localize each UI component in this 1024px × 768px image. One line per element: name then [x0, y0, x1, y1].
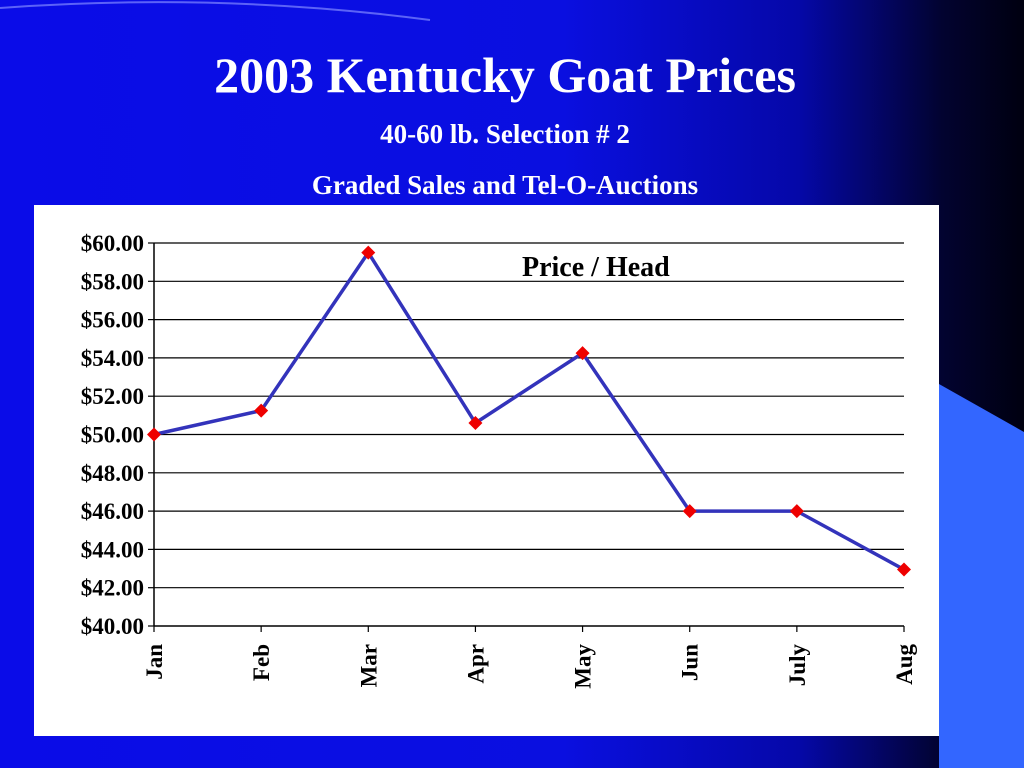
x-tick-label: Aug — [892, 644, 917, 685]
slide-subtitle-sales: Graded Sales and Tel-O-Auctions — [311, 170, 699, 200]
gridlines — [154, 242, 904, 589]
data-point-marker — [147, 427, 161, 442]
data-point-marker — [254, 403, 269, 418]
y-tick-label: $48.00 — [81, 461, 144, 486]
x-tick-label: May — [571, 644, 596, 689]
y-tick-label: $50.00 — [81, 423, 144, 448]
x-axis-tick-labels: Jan Feb Mar Apr May Jun July Aug — [142, 644, 917, 689]
chart-panel: $40.00 $42.00 $44.00 $46.00 $48.00 $50.00 $52.… — [34, 205, 939, 736]
y-tick-label: $58.00 — [81, 269, 144, 294]
series-line — [153, 250, 905, 572]
x-tick-label: Jun — [678, 644, 703, 681]
x-tick-label: Jan — [142, 644, 167, 680]
y-tick-label: $44.00 — [81, 537, 144, 562]
slide-subtitle-selection: 40-60 lb. Selection # 2 — [380, 119, 630, 149]
series-price-per-head — [147, 245, 911, 577]
y-axis-tick-labels: $40.00 $42.00 $44.00 $46.00 $48.00 $50.00 $52.… — [81, 231, 144, 639]
line-chart: $40.00 $42.00 $44.00 $46.00 $48.00 $50.00 $52.… — [81, 231, 917, 689]
y-tick-label: $60.00 — [81, 231, 144, 256]
x-tick-label: Apr — [463, 644, 488, 684]
y-tick-label: $56.00 — [81, 308, 144, 333]
data-point-marker — [897, 562, 911, 577]
y-tick-label: $40.00 — [81, 614, 144, 639]
x-tick-label: July — [785, 644, 810, 687]
x-tick-label: Mar — [356, 644, 381, 687]
slide-title: 2003 Kentucky Goat Prices — [214, 47, 796, 103]
y-tick-label: $52.00 — [81, 384, 144, 409]
x-tick-label: Feb — [249, 644, 274, 681]
decor-accent-shape — [939, 384, 1024, 768]
data-point-marker — [682, 504, 697, 519]
y-tick-label: $54.00 — [81, 346, 144, 371]
data-point-marker — [789, 504, 804, 519]
decor-curve — [0, 1, 431, 21]
y-tick-label: $46.00 — [81, 499, 144, 524]
data-point-marker — [575, 346, 590, 361]
legend-label: Price / Head — [522, 252, 670, 283]
y-tick-label: $42.00 — [81, 576, 144, 601]
data-point-marker — [468, 416, 483, 431]
axes — [148, 242, 905, 632]
